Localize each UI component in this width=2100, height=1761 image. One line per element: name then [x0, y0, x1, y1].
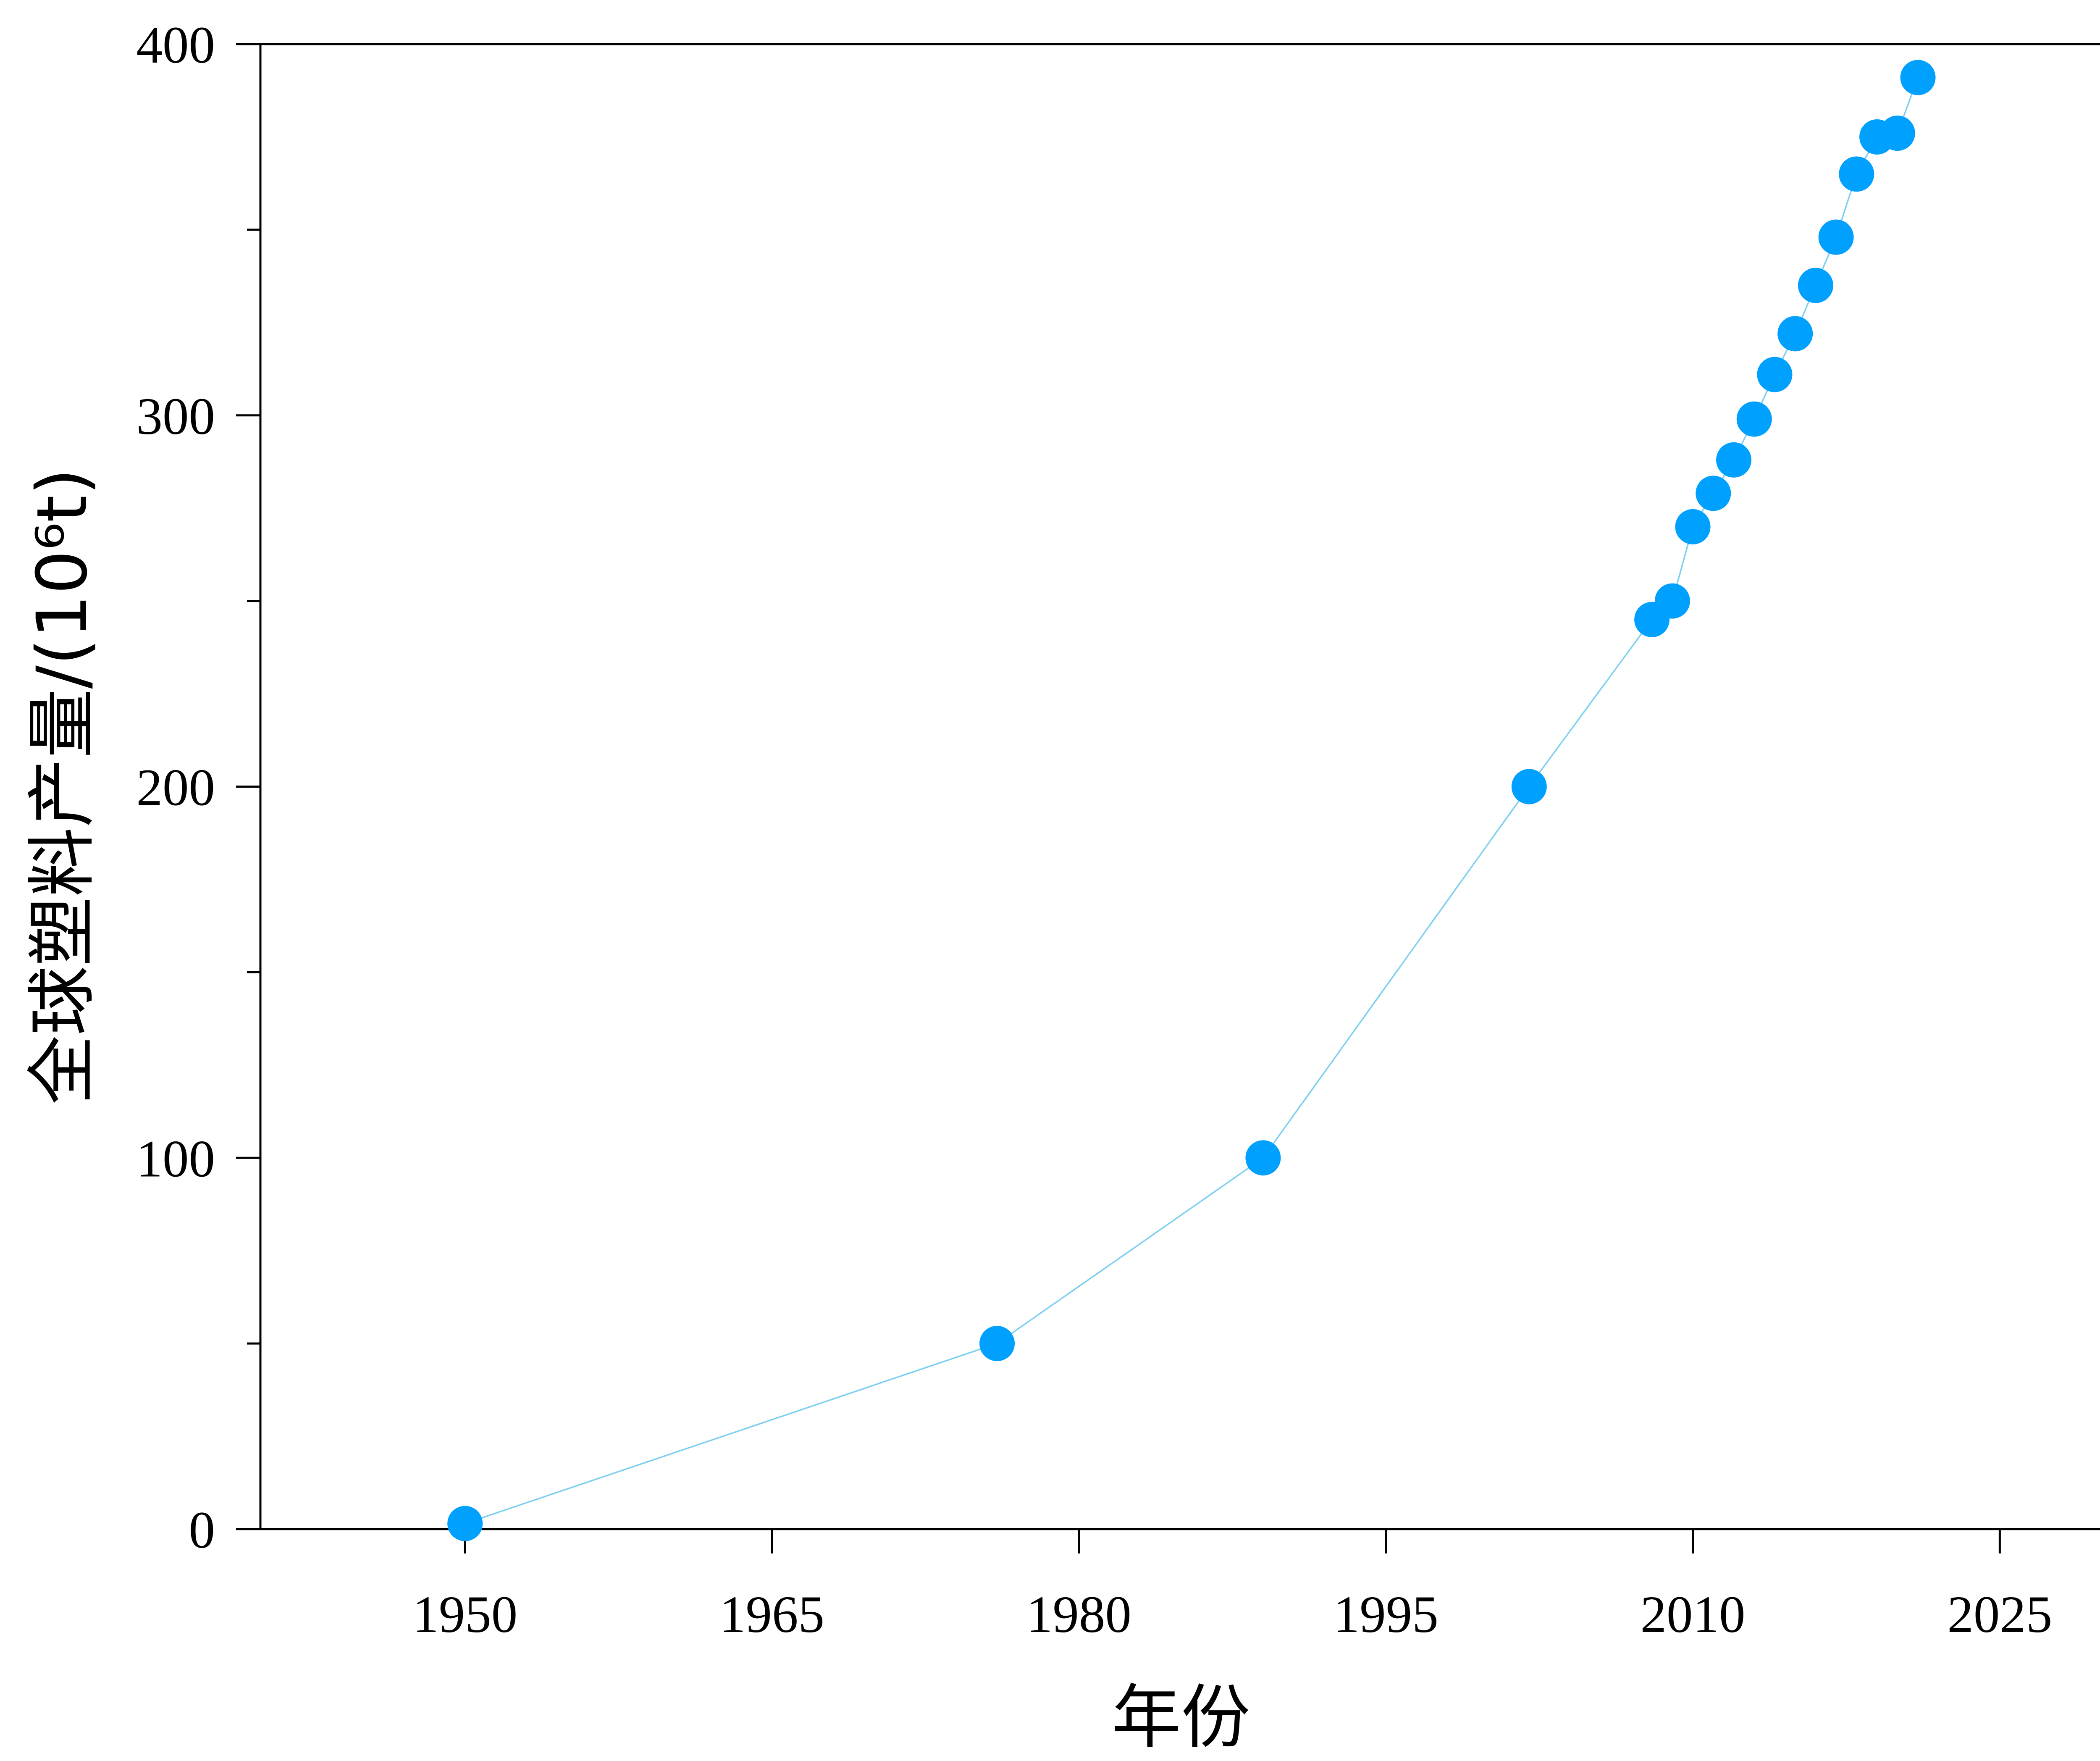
data-point [1880, 116, 1915, 151]
data-point [1777, 316, 1813, 352]
y-tick-label: 0 [189, 1501, 215, 1559]
x-axis-title: 年份 [1112, 1677, 1250, 1758]
y-axis-title: 全球塑料产量/(10⁶t) [22, 468, 102, 1104]
series-layer [447, 60, 1936, 1541]
x-tick-label: 1965 [719, 1586, 824, 1644]
data-point [447, 1506, 483, 1541]
x-axis-ticks: 1950 1965 1980 1995 2010 2025 [412, 1529, 2052, 1644]
x-tick-label: 2025 [1947, 1586, 2052, 1644]
data-point [1654, 583, 1690, 619]
data-point [1736, 401, 1772, 437]
data-point [1716, 442, 1751, 478]
data-point [1839, 156, 1874, 192]
data-point [1696, 476, 1731, 511]
x-tick-label: 1995 [1334, 1586, 1438, 1644]
data-point [1245, 1140, 1281, 1176]
data-point [1900, 60, 1936, 95]
y-tick-label: 300 [136, 388, 215, 446]
data-point [1675, 509, 1711, 544]
data-point [1818, 219, 1854, 255]
y-tick-label: 400 [136, 16, 215, 74]
series-line [465, 77, 1919, 1524]
data-point [1511, 769, 1547, 804]
data-point [979, 1326, 1015, 1361]
y-axis-ticks: 0 100 200 300 400 [136, 16, 260, 1559]
y-tick-label: 200 [136, 759, 215, 817]
x-tick-label: 1950 [412, 1586, 517, 1644]
data-point [1757, 357, 1793, 392]
y-tick-label: 100 [136, 1130, 215, 1188]
x-tick-label: 1980 [1026, 1586, 1131, 1644]
data-point [1798, 268, 1833, 303]
x-tick-label: 2010 [1641, 1586, 1746, 1644]
